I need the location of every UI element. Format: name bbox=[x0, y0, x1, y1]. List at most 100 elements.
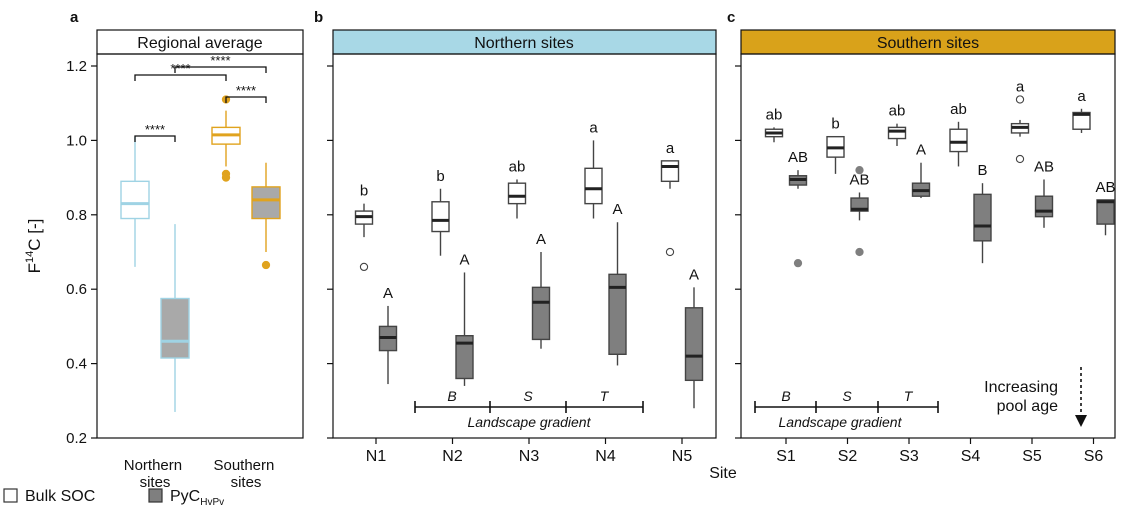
pyc-letter: A bbox=[536, 231, 546, 248]
panel-a-header bbox=[96, 29, 304, 55]
group-label-southern-line2: sites bbox=[231, 474, 262, 491]
box-pyc bbox=[973, 183, 992, 264]
panel-b-header bbox=[332, 29, 717, 55]
pyc-letter: A bbox=[383, 285, 393, 302]
box-pyc bbox=[911, 162, 931, 199]
x-tick-label: S2 bbox=[838, 448, 858, 465]
outlier-point bbox=[359, 262, 369, 272]
box-pyc bbox=[850, 166, 869, 257]
panel-b-title: Northern sites bbox=[474, 35, 574, 52]
box-bulk bbox=[826, 135, 845, 174]
pool-age-arrow-head bbox=[1075, 415, 1087, 427]
y-axis-label: F14C [-] bbox=[24, 219, 44, 274]
bulk-letter: a bbox=[589, 119, 598, 136]
y-tick-label: 1.0 bbox=[66, 132, 87, 149]
x-tick-label: S4 bbox=[961, 448, 981, 465]
pyc-letter: A bbox=[916, 142, 926, 159]
box-body bbox=[1072, 111, 1091, 130]
pool-age-line1: Increasing bbox=[984, 379, 1058, 396]
y-axis-panel-a: 0.2 0.4 0.6 0.8 1.0 1.2 bbox=[66, 58, 97, 447]
outlier-point bbox=[221, 173, 231, 182]
group-label-northern-line2: sites bbox=[140, 474, 171, 491]
box-a-bulk bbox=[120, 136, 150, 267]
significance-label: **** bbox=[236, 83, 256, 98]
bulk-letter: ab bbox=[766, 106, 783, 123]
outlier-point bbox=[855, 247, 864, 257]
x-tick-label: N1 bbox=[366, 448, 387, 465]
stage-s-label: S bbox=[523, 388, 533, 404]
x-tick-label: N3 bbox=[519, 448, 540, 465]
x-tick-label: N4 bbox=[595, 448, 616, 465]
legend-bulk-label: Bulk SOC bbox=[25, 488, 95, 505]
box-bulk bbox=[584, 140, 603, 219]
significance-label: **** bbox=[170, 61, 190, 76]
stage-t-label-c: T bbox=[904, 388, 914, 404]
x-tick-label: N5 bbox=[672, 448, 693, 465]
y-tick-label: 1.2 bbox=[66, 58, 87, 75]
box-pyc bbox=[788, 170, 808, 268]
box-body bbox=[949, 128, 968, 153]
stage-b-label: B bbox=[447, 388, 456, 404]
bulk-letter: a bbox=[666, 140, 675, 157]
box-body bbox=[887, 126, 907, 140]
bulk-letter: a bbox=[1077, 88, 1086, 105]
box-body bbox=[608, 273, 627, 356]
significance-label: **** bbox=[210, 53, 230, 68]
panel-c-title: Southern sites bbox=[877, 35, 979, 52]
panel-a-frame bbox=[96, 53, 304, 439]
box-body bbox=[973, 193, 992, 242]
group-label-southern-line1: Southern bbox=[213, 457, 274, 474]
group-label-northern-line1: Northern bbox=[124, 457, 182, 474]
significance-label: **** bbox=[145, 122, 165, 137]
panel-a-plot bbox=[120, 95, 281, 412]
box-body bbox=[1034, 195, 1054, 218]
pyc-letter: AB bbox=[849, 171, 869, 188]
box-bulk bbox=[1072, 108, 1091, 133]
panel-b-frame bbox=[332, 53, 717, 439]
pyc-letter: AB bbox=[1034, 158, 1054, 175]
pyc-letter: AB bbox=[1095, 179, 1115, 196]
box-pyc bbox=[1096, 199, 1115, 236]
x-tick-label: N2 bbox=[442, 448, 463, 465]
box-a-pyc bbox=[251, 162, 281, 270]
panel-a-title: Regional average bbox=[137, 35, 263, 52]
y-ticks-panels-bc bbox=[327, 65, 741, 439]
box-a-pyc bbox=[160, 224, 190, 412]
bulk-letter: b bbox=[831, 116, 839, 133]
box-pyc bbox=[455, 272, 474, 386]
landscape-gradient-label: Landscape gradient bbox=[468, 414, 592, 430]
stage-s-label-c: S bbox=[842, 388, 852, 404]
box-bulk bbox=[507, 179, 527, 219]
x-tick-label: S3 bbox=[899, 448, 919, 465]
box-body bbox=[507, 182, 527, 205]
box-body bbox=[684, 307, 704, 382]
x-tick-label: S6 bbox=[1084, 448, 1104, 465]
box-pyc bbox=[608, 222, 627, 366]
box-body bbox=[120, 180, 150, 220]
group-label-northern: Northern sites bbox=[124, 457, 187, 491]
legend-bulk-swatch bbox=[3, 488, 18, 503]
box-pyc bbox=[1034, 179, 1054, 228]
pyc-letter: A bbox=[459, 251, 469, 268]
box-bulk bbox=[354, 203, 374, 272]
pyc-letter: AB bbox=[788, 149, 808, 166]
outlier-point bbox=[855, 166, 864, 175]
y-label-sup: 14 bbox=[24, 251, 36, 263]
bulk-letter: a bbox=[1016, 78, 1025, 95]
panel-b-plot: N1 b A N2 b A N3 ab A N4 a A N5 a A bbox=[354, 119, 704, 465]
box-pyc bbox=[531, 252, 551, 349]
pool-age-line2: pool age bbox=[997, 398, 1058, 415]
box-bulk bbox=[1010, 95, 1030, 164]
y-tick-label: 0.2 bbox=[66, 430, 87, 447]
y-tick-label: 0.6 bbox=[66, 281, 87, 298]
y-label-tail: C [-] bbox=[25, 219, 44, 251]
box-body bbox=[431, 201, 450, 233]
y-label-main: F bbox=[25, 263, 44, 273]
bulk-letter: ab bbox=[889, 103, 906, 120]
legend-pyc-swatch bbox=[148, 488, 163, 503]
pyc-letter: B bbox=[977, 162, 987, 179]
significance-bracket bbox=[134, 135, 176, 142]
pyc-letter: A bbox=[612, 201, 622, 218]
outlier-point bbox=[1015, 95, 1025, 104]
